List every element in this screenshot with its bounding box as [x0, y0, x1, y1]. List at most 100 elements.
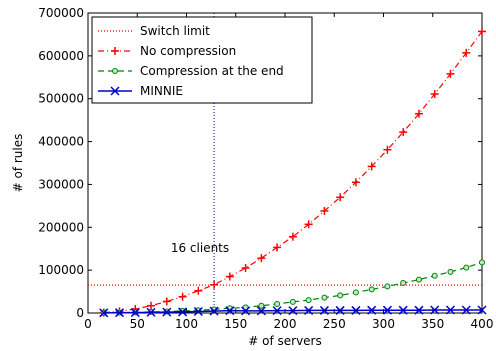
- y-tick-label: 100000: [38, 263, 84, 277]
- data-point-minnie: [162, 307, 172, 317]
- marker-x-b: [398, 305, 408, 315]
- marker-x-b: [351, 305, 361, 315]
- marker-x-b: [209, 306, 219, 316]
- legend-marker-compression-at-the-end: [112, 68, 118, 74]
- marker-x-b: [162, 307, 172, 317]
- marker-x-b: [241, 306, 251, 316]
- marker-x-b: [319, 305, 329, 315]
- marker-x-b: [114, 308, 125, 318]
- data-point-minnie: [461, 305, 471, 315]
- data-point-compression-at-the-end: [368, 286, 375, 293]
- marker-x-b: [367, 305, 377, 315]
- legend-marker-no-compression: [111, 47, 119, 55]
- data-point-compression-at-the-end: [463, 264, 470, 271]
- marker-x-b: [477, 305, 487, 315]
- x-tick-label: 400: [471, 317, 494, 331]
- data-point-no-compression: [414, 109, 423, 118]
- data-point-no-compression: [462, 48, 471, 57]
- data-point-no-compression: [162, 297, 171, 306]
- data-point-compression-at-the-end: [384, 283, 391, 290]
- marker-x-b: [225, 306, 235, 316]
- legend-label-minnie: MINNIE: [140, 84, 183, 98]
- data-point-no-compression: [446, 69, 455, 78]
- data-point-compression-at-the-end: [258, 302, 265, 309]
- data-point-compression-at-the-end: [305, 297, 312, 304]
- y-tick-label: 700000: [38, 6, 84, 20]
- data-point-minnie: [114, 308, 125, 318]
- data-point-minnie: [430, 305, 440, 315]
- data-point-no-compression: [383, 145, 392, 154]
- data-point-no-compression: [336, 193, 345, 202]
- data-point-minnie: [130, 308, 140, 318]
- data-point-no-compression: [320, 207, 329, 215]
- data-point-no-compression: [273, 243, 282, 252]
- data-point-minnie: [178, 307, 188, 317]
- marker-x-b: [99, 308, 109, 318]
- data-point-compression-at-the-end: [431, 272, 438, 279]
- data-point-minnie: [209, 306, 219, 316]
- marker-x-b: [146, 307, 156, 317]
- y-tick-label: 300000: [38, 177, 84, 191]
- data-point-no-compression: [241, 264, 250, 272]
- x-axis-title: # of servers: [248, 334, 322, 348]
- x-tick-label: 50: [130, 317, 145, 331]
- data-point-minnie: [99, 308, 109, 318]
- data-point-minnie: [335, 305, 345, 315]
- data-point-compression-at-the-end: [447, 268, 454, 275]
- data-point-minnie: [351, 305, 361, 315]
- data-point-compression-at-the-end: [352, 289, 359, 296]
- data-point-compression-at-the-end: [274, 301, 281, 307]
- data-point-minnie: [414, 305, 424, 315]
- y-tick-label: 200000: [38, 220, 84, 234]
- y-tick-label: 400000: [38, 135, 84, 149]
- x-tick-label: 250: [323, 317, 346, 331]
- marker-x-b: [414, 305, 424, 315]
- x-tick-label: 0: [84, 317, 92, 331]
- marker-x-b: [445, 305, 456, 315]
- data-point-minnie: [256, 306, 266, 316]
- data-point-no-compression: [478, 27, 486, 36]
- marker-x-b: [193, 306, 203, 317]
- y-tick-label: 0: [76, 306, 84, 320]
- marker-x-b: [256, 306, 266, 316]
- marker-x-b: [288, 306, 298, 316]
- legend-label-no-compression: No compression: [140, 44, 236, 58]
- data-point-minnie: [382, 305, 392, 315]
- marker-x-b: [430, 305, 440, 315]
- x-tick-label: 350: [421, 317, 444, 331]
- marker-x-b: [382, 305, 392, 315]
- data-point-compression-at-the-end: [479, 259, 485, 266]
- y-axis-title: # of rules: [11, 134, 25, 193]
- data-point-no-compression: [351, 178, 360, 187]
- y-tick-label: 500000: [38, 92, 84, 106]
- x-tick-label: 200: [274, 317, 297, 331]
- data-point-minnie: [398, 305, 408, 315]
- data-point-minnie: [225, 306, 235, 316]
- annotation-16-clients: 16 clients: [171, 241, 229, 255]
- legend-marker-minnie: [110, 86, 120, 96]
- data-point-compression-at-the-end: [337, 292, 344, 299]
- data-point-compression-at-the-end: [321, 294, 328, 301]
- x-tick-label: 150: [224, 317, 247, 331]
- data-point-minnie: [367, 305, 377, 315]
- data-point-no-compression: [178, 292, 187, 301]
- data-point-minnie: [241, 306, 251, 316]
- data-point-no-compression: [430, 90, 439, 98]
- data-point-minnie: [477, 305, 487, 315]
- data-point-minnie: [272, 306, 282, 316]
- data-point-minnie: [193, 306, 203, 317]
- x-tick-label: 100: [175, 317, 198, 331]
- data-point-minnie: [304, 305, 314, 315]
- data-point-compression-at-the-end: [415, 276, 422, 283]
- marker-x-b: [304, 305, 314, 315]
- legend-label-compression-at-the-end: Compression at the end: [140, 64, 284, 78]
- marker-x-b: [335, 305, 345, 315]
- data-point-minnie: [319, 305, 329, 315]
- data-point-no-compression: [147, 301, 156, 310]
- legend-label-switch-limit: Switch limit: [140, 24, 210, 38]
- marker-x-b: [178, 307, 188, 317]
- marker-x-b: [461, 305, 471, 315]
- data-point-no-compression: [257, 254, 266, 263]
